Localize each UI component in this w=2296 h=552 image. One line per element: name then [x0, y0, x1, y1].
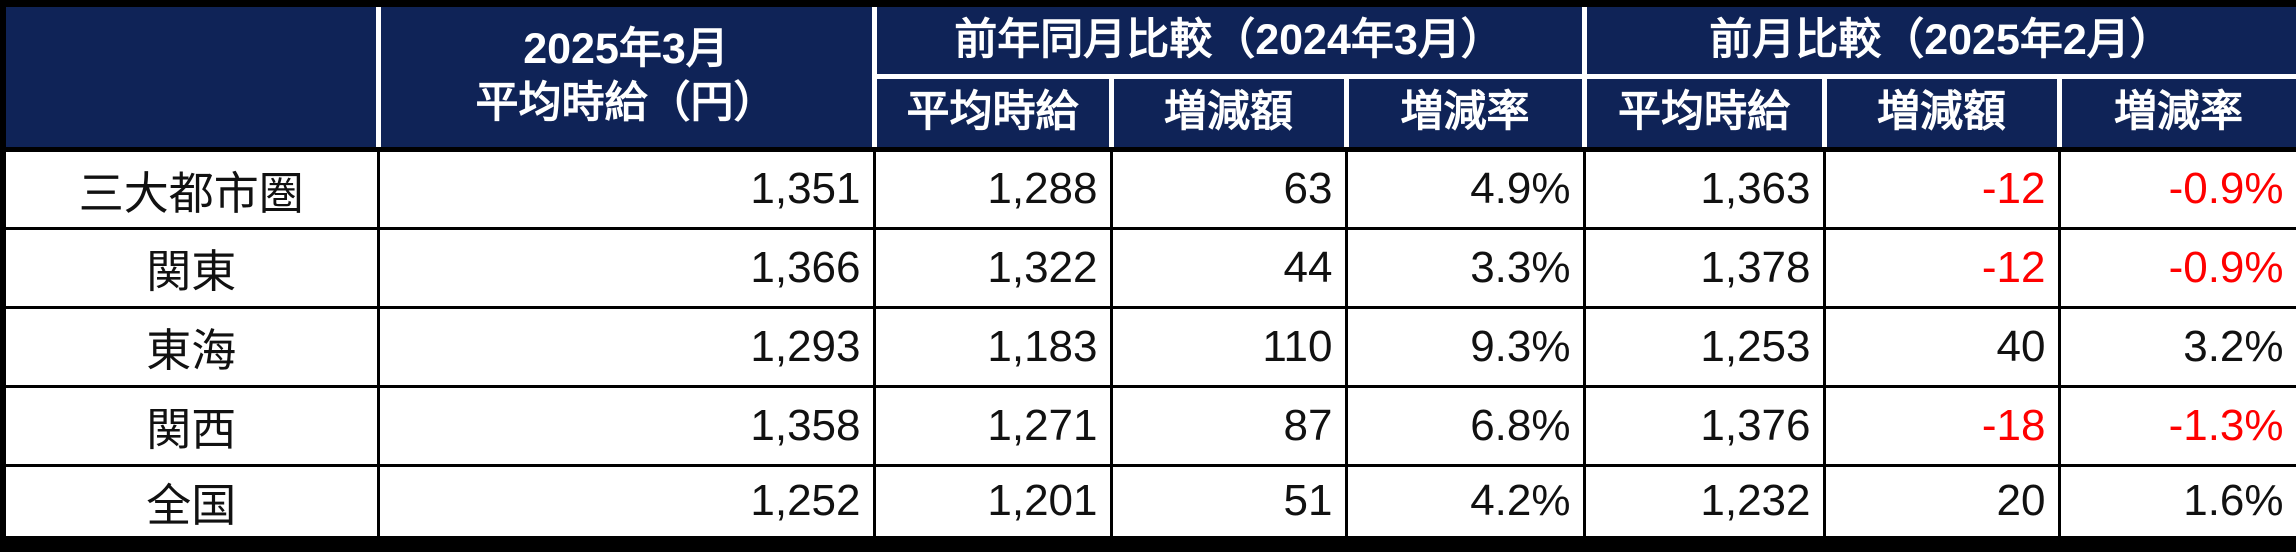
- yoy-diff-cell: 87: [1109, 384, 1348, 467]
- region-cell: 関西: [1, 384, 380, 467]
- yoy-diff-cell: 44: [1109, 226, 1348, 309]
- group-header-yoy: 前年同月比較（2024年3月）: [871, 1, 1587, 79]
- yoy-rate-cell: 3.3%: [1344, 226, 1586, 309]
- yoy-avg-cell: 1,288: [872, 148, 1113, 230]
- avg-wage-cell: 1,293: [376, 305, 876, 388]
- yoy-avg-cell: 1,201: [872, 463, 1113, 546]
- yoy-diff-cell: 51: [1109, 463, 1348, 546]
- region-cell: 関東: [1, 226, 380, 309]
- subheader-yoy-diff: 増減額: [1108, 74, 1349, 152]
- yoy-avg-cell: 1,183: [872, 305, 1113, 388]
- corner-cell: [0, 1, 381, 152]
- avg-wage-cell: 1,351: [376, 148, 876, 230]
- yoy-avg-cell: 1,322: [872, 226, 1113, 309]
- table-row-zenkoku: 全国 1,252 1,201 51 4.2% 1,232 20 1.6%: [1, 463, 2296, 546]
- subheader-mom-rate: 増減率: [2056, 74, 2296, 152]
- column-header-line2: 平均時給（円）: [475, 79, 777, 127]
- column-header-avg-wage-2025-03: 2025年3月 平均時給（円）: [375, 1, 877, 152]
- mom-diff-cell: 20: [1822, 463, 2061, 546]
- mom-diff-cell: -18: [1822, 384, 2061, 467]
- yoy-rate-cell: 4.2%: [1344, 463, 1586, 546]
- yoy-rate-cell: 9.3%: [1344, 305, 1586, 388]
- table-header: 2025年3月 平均時給（円） 前年同月比較（2024年3月） 前月比較（202…: [0, 1, 2296, 152]
- header-group-row: 2025年3月 平均時給（円） 前年同月比較（2024年3月） 前月比較（202…: [0, 1, 2296, 152]
- header-sub-row: 平均時給 増減額 増減率 平均時給 増減額 増減率: [3, 74, 2296, 152]
- yoy-avg-cell: 1,271: [872, 384, 1113, 467]
- avg-wage-cell: 1,252: [376, 463, 876, 546]
- mom-diff-cell: -12: [1822, 226, 2061, 309]
- subheader-yoy-rate: 増減率: [1343, 74, 1587, 152]
- region-cell: 三大都市圏: [1, 148, 380, 230]
- table-row-kanto: 関東 1,366 1,322 44 3.3% 1,378 -12 -0.9%: [1, 226, 2296, 309]
- mom-rate-cell: 1.6%: [2057, 463, 2296, 546]
- yoy-diff-cell: 63: [1109, 148, 1348, 230]
- mom-avg-cell: 1,378: [1582, 226, 1826, 309]
- subheader-yoy-avg: 平均時給: [871, 74, 1114, 152]
- yoy-diff-cell: 110: [1109, 305, 1348, 388]
- column-header-line1: 2025年3月: [523, 25, 729, 74]
- region-cell: 東海: [1, 305, 380, 388]
- yoy-rate-cell: 4.9%: [1344, 148, 1586, 230]
- table-body: 三大都市圏 1,351 1,288 63 4.9% 1,363 -12 -0.9…: [1, 148, 2296, 546]
- yoy-rate-cell: 6.8%: [1344, 384, 1586, 467]
- region-cell: 全国: [1, 463, 380, 546]
- avg-wage-cell: 1,358: [376, 384, 876, 467]
- mom-diff-cell: 40: [1822, 305, 2061, 388]
- mom-avg-cell: 1,232: [1582, 463, 1826, 546]
- mom-avg-cell: 1,376: [1582, 384, 1826, 467]
- subheader-mom-avg: 平均時給: [1581, 74, 1827, 152]
- group-header-mom: 前月比較（2025年2月）: [1581, 1, 2296, 79]
- avg-wage-cell: 1,366: [376, 226, 876, 309]
- mom-diff-cell: -12: [1822, 148, 2061, 230]
- mom-rate-cell: -0.9%: [2057, 148, 2296, 230]
- mom-rate-cell: 3.2%: [2057, 305, 2296, 388]
- mom-rate-cell: -1.3%: [2057, 384, 2296, 467]
- table-row-tokai: 東海 1,293 1,183 110 9.3% 1,253 40 3.2%: [1, 305, 2296, 388]
- table-row-sandaitoshiken: 三大都市圏 1,351 1,288 63 4.9% 1,363 -12 -0.9…: [1, 148, 2296, 230]
- mom-avg-cell: 1,253: [1582, 305, 1826, 388]
- mom-rate-cell: -0.9%: [2057, 226, 2296, 309]
- mom-avg-cell: 1,363: [1582, 148, 1826, 230]
- table-row-kansai: 関西 1,358 1,271 87 6.8% 1,376 -18 -1.3%: [1, 384, 2296, 467]
- subheader-mom-diff: 増減額: [1821, 74, 2062, 152]
